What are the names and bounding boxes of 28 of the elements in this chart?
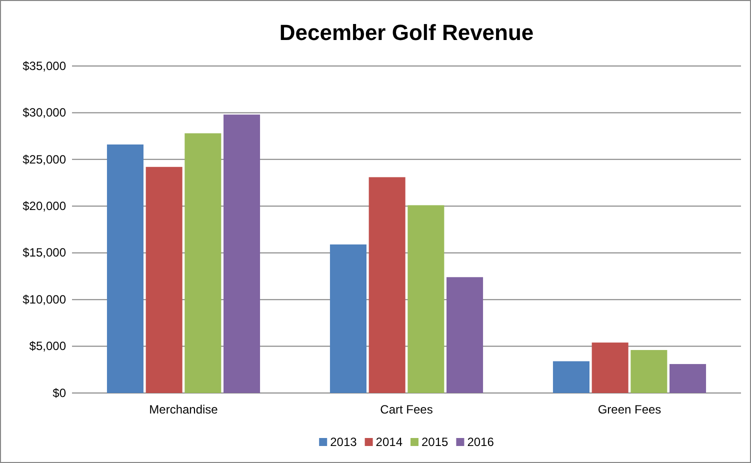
bar <box>408 205 444 393</box>
y-tick-label: $20,000 <box>22 198 66 213</box>
bar <box>670 364 706 393</box>
bar <box>446 277 484 393</box>
legend-label: 2016 <box>467 435 494 449</box>
bar <box>630 350 668 393</box>
bar <box>224 114 260 393</box>
bar <box>592 342 628 393</box>
legend-label: 2013 <box>330 435 358 449</box>
y-tick-label: $25,000 <box>22 152 66 166</box>
x-tick-label: Merchandise <box>149 402 218 417</box>
y-tick-label: $0 <box>52 386 66 400</box>
chart-title: December Golf Revenue <box>279 20 534 45</box>
bar <box>146 166 182 393</box>
y-tick-label: $10,000 <box>22 292 66 306</box>
bar <box>368 177 406 393</box>
bar <box>106 144 144 393</box>
y-tick-label: $30,000 <box>22 106 66 120</box>
legend-label: 2015 <box>422 435 449 449</box>
x-tick-label: Green Fees <box>598 402 662 417</box>
bar <box>330 244 366 393</box>
y-tick-label: $15,000 <box>22 246 66 260</box>
y-tick-label: $5,000 <box>29 339 66 354</box>
bar <box>184 133 222 393</box>
legend-label: 2014 <box>376 435 403 449</box>
x-tick-label: Cart Fees <box>380 402 433 417</box>
bar <box>552 361 590 393</box>
y-tick-label: $35,000 <box>22 58 66 73</box>
